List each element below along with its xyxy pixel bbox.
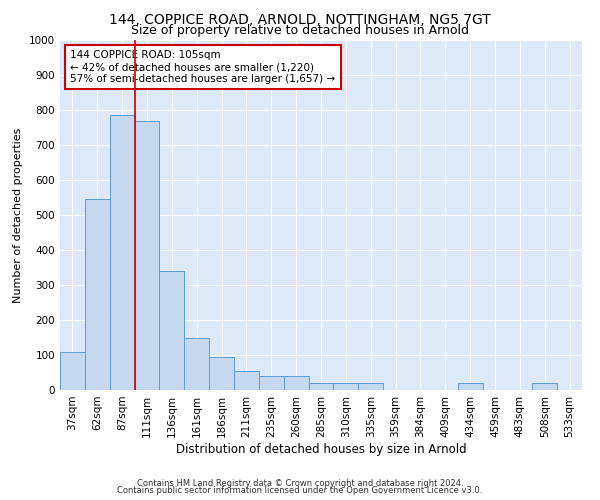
Bar <box>209 357 234 390</box>
Bar <box>160 271 184 390</box>
X-axis label: Distribution of detached houses by size in Arnold: Distribution of detached houses by size … <box>176 442 466 456</box>
Text: 144 COPPICE ROAD: 105sqm
← 42% of detached houses are smaller (1,220)
57% of sem: 144 COPPICE ROAD: 105sqm ← 42% of detach… <box>70 50 335 84</box>
Bar <box>85 199 110 390</box>
Bar <box>284 376 308 390</box>
Y-axis label: Number of detached properties: Number of detached properties <box>13 128 23 302</box>
Bar <box>259 376 284 390</box>
Bar <box>134 120 160 390</box>
Bar <box>234 371 259 390</box>
Bar <box>60 352 85 390</box>
Bar <box>184 338 209 390</box>
Text: Contains public sector information licensed under the Open Government Licence v3: Contains public sector information licen… <box>118 486 482 495</box>
Bar <box>308 383 334 390</box>
Text: Contains HM Land Registry data © Crown copyright and database right 2024.: Contains HM Land Registry data © Crown c… <box>137 478 463 488</box>
Bar <box>532 383 557 390</box>
Bar <box>358 383 383 390</box>
Bar <box>334 383 358 390</box>
Text: Size of property relative to detached houses in Arnold: Size of property relative to detached ho… <box>131 24 469 37</box>
Text: 144, COPPICE ROAD, ARNOLD, NOTTINGHAM, NG5 7GT: 144, COPPICE ROAD, ARNOLD, NOTTINGHAM, N… <box>109 12 491 26</box>
Bar <box>110 116 134 390</box>
Bar <box>458 383 482 390</box>
